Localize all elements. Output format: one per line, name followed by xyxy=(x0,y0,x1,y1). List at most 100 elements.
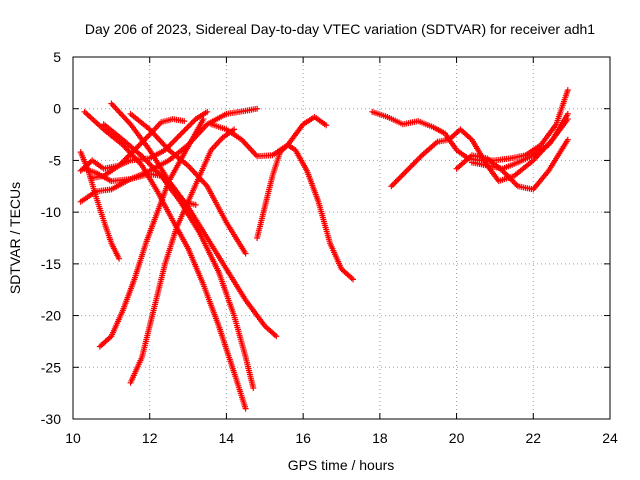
data-point-marker xyxy=(145,160,152,167)
axis-ticks: 10 12 14 16 18 20 22 24 5 0 -5 -10 -15 -20 -25 -30 xyxy=(41,49,618,446)
y-tick-label: -10 xyxy=(41,204,61,220)
data-point-marker xyxy=(157,138,164,145)
series-s8 xyxy=(96,116,207,350)
data-point-marker xyxy=(87,114,94,121)
data-point-marker xyxy=(96,122,103,129)
data-point-marker xyxy=(178,130,185,137)
data-point-marker xyxy=(182,125,189,132)
data-point-marker xyxy=(81,108,88,115)
data-point-marker xyxy=(112,104,119,111)
y-tick-label: -5 xyxy=(49,152,62,168)
data-point-marker xyxy=(169,140,176,147)
data-point-marker xyxy=(403,167,410,174)
data-point-marker xyxy=(200,116,207,123)
data-point-marker xyxy=(350,276,357,283)
x-tick-label: 18 xyxy=(372,430,388,446)
data-point-marker xyxy=(94,120,101,127)
data-point-marker xyxy=(189,167,196,174)
data-point-marker xyxy=(154,135,161,142)
x-tick-label: 24 xyxy=(602,430,618,446)
data-point-marker xyxy=(88,115,95,122)
x-axis-label: GPS time / hours xyxy=(288,457,395,473)
data-point-marker xyxy=(82,110,89,117)
data-point-marker xyxy=(124,118,131,125)
data-point-marker xyxy=(417,153,424,160)
data-point-marker xyxy=(109,102,116,109)
data-point-marker xyxy=(159,139,166,146)
y-tick-label: -15 xyxy=(41,256,61,272)
plot-frame xyxy=(72,56,611,420)
data-point-marker xyxy=(407,163,414,170)
data-point-marker xyxy=(201,124,208,131)
data-point-marker xyxy=(119,112,126,119)
data-point-marker xyxy=(393,177,400,184)
data-point-marker xyxy=(231,126,238,133)
data-point-marker xyxy=(147,161,154,168)
grid xyxy=(73,57,610,419)
data-point-marker xyxy=(177,131,184,138)
y-axis-label: SDTVAR / TECUs xyxy=(7,182,23,294)
y-tick-label: 5 xyxy=(53,49,61,65)
data-point-marker xyxy=(388,183,395,190)
data-point-marker xyxy=(176,132,183,139)
data-point-marker xyxy=(108,100,115,107)
data-point-marker xyxy=(135,142,142,149)
data-point-marker xyxy=(117,110,124,117)
data-point-marker xyxy=(389,181,396,188)
data-point-marker xyxy=(250,384,257,391)
y-tick-label: -20 xyxy=(41,308,61,324)
data-point-marker xyxy=(192,201,199,208)
data-point-marker xyxy=(254,105,261,112)
data-point-marker xyxy=(115,107,122,114)
data-point-marker xyxy=(90,116,97,123)
series-s2 xyxy=(100,121,257,391)
data-point-marker xyxy=(170,138,177,145)
data-point-marker xyxy=(187,165,194,172)
data-point-marker xyxy=(143,134,150,141)
data-point-marker xyxy=(396,174,403,181)
data-point-marker xyxy=(153,133,160,140)
data-point-marker xyxy=(160,141,167,148)
data-point-marker xyxy=(564,87,571,94)
data-point-marker xyxy=(204,108,211,115)
series-s14 xyxy=(369,87,571,164)
x-tick-label: 22 xyxy=(525,430,541,446)
series-s3 xyxy=(108,100,280,340)
data-point-marker xyxy=(564,110,571,117)
data-point-marker xyxy=(122,115,129,122)
data-point-marker xyxy=(414,156,421,163)
data-point-marker xyxy=(188,120,195,127)
data-point-marker xyxy=(174,134,181,141)
data-point-marker xyxy=(399,172,406,179)
chart-title: Day 206 of 2023, Sidereal Day-to-day VTE… xyxy=(85,21,595,37)
data-point-marker xyxy=(145,132,152,139)
y-tick-label: -25 xyxy=(41,359,61,375)
data-point-marker xyxy=(181,127,188,134)
data-point-marker xyxy=(173,135,180,142)
data-point-marker xyxy=(191,169,198,176)
series-s13 xyxy=(254,141,357,283)
data-point-marker xyxy=(189,118,196,125)
data-point-marker xyxy=(400,170,407,177)
data-point-marker xyxy=(84,111,91,118)
data-point-marker xyxy=(405,166,412,173)
data-point-marker xyxy=(410,160,417,167)
data-point-marker xyxy=(413,157,420,164)
data-point-marker xyxy=(510,179,517,186)
data-point-marker xyxy=(186,164,193,171)
data-point-marker xyxy=(116,109,123,116)
data-point-marker xyxy=(85,112,92,119)
data-point-marker xyxy=(200,178,207,185)
x-tick-label: 12 xyxy=(142,430,158,446)
data-point-marker xyxy=(116,255,123,262)
data-point-marker xyxy=(392,179,399,186)
data-point-marker xyxy=(273,333,280,340)
data-point-marker xyxy=(113,106,120,113)
x-tick-label: 16 xyxy=(295,430,311,446)
data-point-marker xyxy=(242,405,249,412)
data-point-marker xyxy=(184,124,191,131)
y-tick-label: -30 xyxy=(41,411,61,427)
data-point-marker xyxy=(156,136,163,143)
data-point-marker xyxy=(171,137,178,144)
